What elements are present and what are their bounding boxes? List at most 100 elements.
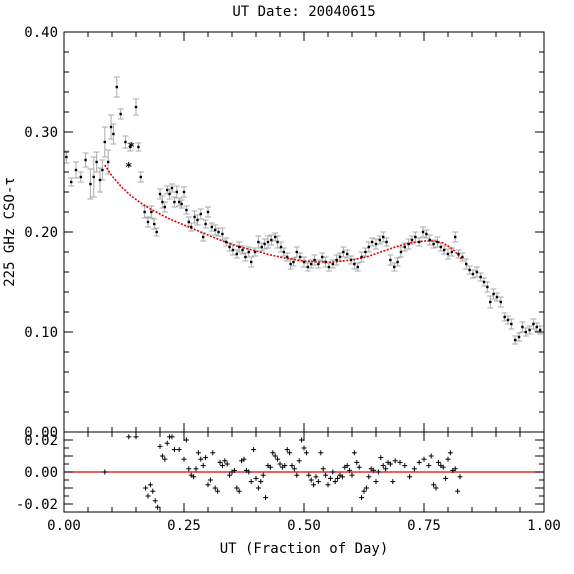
residual-point (253, 475, 259, 481)
residual-point (263, 495, 269, 501)
data-point (199, 212, 202, 216)
data-point (524, 330, 527, 334)
residual-y-tick-label: 0.02 (24, 433, 58, 449)
data-point (510, 322, 513, 326)
data-point (295, 250, 298, 254)
residual-point (363, 485, 369, 491)
data-point (356, 265, 359, 269)
data-point (425, 232, 428, 236)
residual-point (323, 472, 329, 478)
data-point (442, 248, 446, 252)
residual-point (234, 485, 240, 491)
x-ticks: 0.00 0.25 0.50 0.75 1.00 (47, 518, 561, 534)
data-point (489, 300, 492, 304)
data-point (457, 252, 460, 256)
data-point (221, 232, 224, 236)
data-point (79, 175, 82, 179)
residual-point (325, 482, 331, 488)
residual-point (313, 474, 319, 480)
residual-point (277, 461, 283, 467)
x-tick-label: 0.50 (287, 518, 321, 534)
data-point (124, 140, 127, 144)
residual-point (356, 464, 362, 470)
residual-point (306, 472, 312, 478)
residual-point (224, 461, 230, 467)
data-point (492, 292, 495, 296)
residual-point (203, 455, 209, 461)
residual-point (241, 456, 247, 462)
residual-point (301, 445, 307, 451)
data-point (134, 105, 138, 109)
residual-point (145, 493, 151, 499)
data-point (298, 255, 302, 259)
fit-line (104, 164, 464, 263)
data-point (313, 258, 316, 262)
residual-point (311, 482, 317, 488)
data-point (389, 258, 392, 262)
data-point (270, 238, 273, 242)
residual-point (102, 469, 108, 475)
residual-point (169, 434, 175, 440)
data-point (92, 175, 95, 179)
fit-curve (104, 164, 464, 263)
data-point (517, 335, 521, 339)
data-point (65, 155, 68, 159)
data-point (279, 245, 283, 249)
residual-point (294, 472, 300, 478)
data-point (235, 252, 238, 256)
data-point (241, 248, 244, 252)
data-point (471, 272, 475, 276)
residual-point (267, 464, 273, 470)
residual-point (344, 463, 350, 469)
residual-point (303, 450, 309, 456)
data-point (475, 270, 478, 274)
data-point (382, 235, 385, 239)
data-point (396, 260, 399, 264)
data-point (185, 208, 188, 212)
residual-point (402, 463, 408, 469)
data-point (393, 265, 396, 269)
data-point (370, 240, 374, 244)
data-point (70, 180, 73, 184)
data-point (193, 215, 196, 219)
data-point (360, 255, 363, 259)
tau-y-ticks: 0.00 0.10 0.20 0.30 0.40 (24, 25, 58, 441)
x-axis-label: UT (Fraction of Day) (220, 541, 389, 557)
residual-point (330, 469, 336, 475)
data-point (289, 262, 292, 266)
residual-point (407, 474, 413, 480)
residual-point (275, 456, 281, 462)
residual-point (443, 475, 449, 481)
data-point (528, 328, 531, 332)
data-point (335, 258, 338, 262)
residual-point (176, 447, 182, 453)
data-point (436, 240, 439, 244)
data-point (210, 225, 214, 229)
data-point (119, 112, 122, 116)
data-point (410, 238, 414, 242)
residual-point (248, 479, 254, 485)
residual-point (287, 450, 293, 456)
data-point (166, 188, 169, 192)
residual-point (284, 447, 290, 453)
data-point (170, 186, 174, 190)
data-point (274, 235, 277, 239)
x-tick-label: 0.25 (167, 518, 201, 534)
data-point (202, 235, 205, 239)
data-point (324, 260, 327, 264)
residual-point (351, 450, 357, 456)
tau-y-tick-label: 0.10 (24, 325, 58, 341)
data-point (428, 238, 431, 242)
residual-point (457, 474, 463, 480)
residual-point (347, 467, 353, 473)
residual-point (164, 440, 170, 446)
residual-point (299, 437, 305, 443)
residual-point (195, 450, 201, 456)
residual-point (431, 482, 437, 488)
residual-point (210, 450, 216, 456)
data-point (257, 240, 260, 244)
data-point (175, 190, 178, 194)
data-point (506, 318, 510, 322)
data-point (214, 228, 217, 232)
data-point (535, 325, 538, 329)
